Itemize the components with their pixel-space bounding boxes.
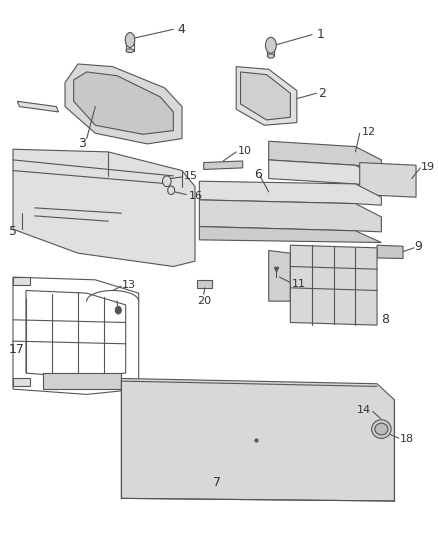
Text: 9: 9	[415, 240, 423, 253]
Text: 14: 14	[357, 406, 371, 415]
Polygon shape	[74, 72, 173, 134]
Text: 16: 16	[188, 191, 202, 200]
Polygon shape	[268, 141, 381, 168]
Text: 10: 10	[237, 146, 251, 156]
Text: 17: 17	[9, 343, 25, 356]
Text: 20: 20	[198, 296, 212, 306]
Polygon shape	[204, 161, 243, 169]
Circle shape	[115, 306, 121, 314]
Ellipse shape	[265, 37, 276, 53]
Text: 6: 6	[254, 168, 262, 181]
Polygon shape	[13, 149, 195, 266]
Circle shape	[162, 176, 171, 187]
Text: 4: 4	[178, 23, 186, 36]
Ellipse shape	[125, 33, 135, 47]
Ellipse shape	[371, 420, 391, 438]
Polygon shape	[268, 251, 290, 301]
Text: 15: 15	[184, 171, 198, 181]
Ellipse shape	[267, 54, 274, 58]
Polygon shape	[290, 245, 377, 325]
Polygon shape	[199, 200, 381, 232]
Ellipse shape	[290, 450, 334, 477]
Polygon shape	[18, 101, 59, 112]
Text: 12: 12	[362, 127, 376, 136]
Text: 8: 8	[381, 313, 389, 326]
Circle shape	[168, 186, 175, 195]
Text: 11: 11	[292, 279, 306, 288]
Text: 18: 18	[399, 434, 414, 444]
Polygon shape	[199, 181, 381, 205]
Polygon shape	[377, 245, 403, 259]
Polygon shape	[13, 378, 30, 386]
Polygon shape	[197, 280, 212, 288]
Polygon shape	[268, 160, 381, 187]
Text: 1: 1	[316, 28, 324, 41]
Text: 5: 5	[9, 225, 17, 238]
Polygon shape	[65, 64, 182, 144]
Ellipse shape	[375, 423, 388, 435]
Ellipse shape	[126, 49, 134, 53]
Polygon shape	[360, 163, 416, 197]
Ellipse shape	[297, 454, 327, 473]
Circle shape	[128, 166, 132, 170]
Polygon shape	[13, 277, 30, 285]
Ellipse shape	[180, 409, 210, 427]
Text: 19: 19	[421, 162, 435, 172]
Text: 13: 13	[121, 280, 135, 290]
Text: 2: 2	[318, 87, 326, 100]
Polygon shape	[43, 373, 121, 389]
Polygon shape	[199, 227, 381, 243]
Ellipse shape	[173, 405, 217, 432]
Text: 7: 7	[213, 476, 221, 489]
Text: 3: 3	[78, 138, 86, 150]
Polygon shape	[240, 72, 290, 120]
Polygon shape	[236, 67, 297, 125]
Polygon shape	[121, 378, 394, 501]
